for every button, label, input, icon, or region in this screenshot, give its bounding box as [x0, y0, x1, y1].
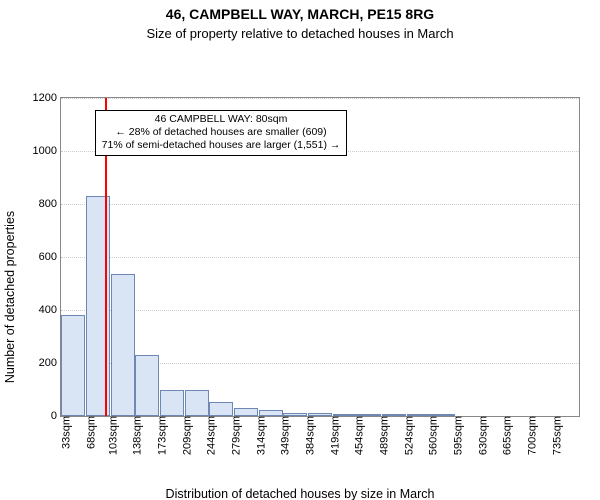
histogram-bar	[234, 408, 258, 416]
annotation-box: 46 CAMPBELL WAY: 80sqm ← 28% of detached…	[95, 110, 348, 155]
x-tick-label: 349sqm	[276, 416, 292, 455]
x-tick-label: 314sqm	[251, 416, 267, 455]
x-axis-label: Distribution of detached houses by size …	[0, 487, 600, 500]
y-tick-label: 200	[39, 357, 61, 369]
x-tick-label: 209sqm	[177, 416, 193, 455]
x-tick-label: 630sqm	[473, 416, 489, 455]
x-tick-label: 489sqm	[374, 416, 390, 455]
annotation-line2: ← 28% of detached houses are smaller (60…	[102, 126, 341, 139]
gridline	[61, 98, 579, 99]
histogram-bar	[185, 390, 209, 415]
x-tick-label: 279sqm	[226, 416, 242, 455]
y-tick-label: 1000	[33, 145, 61, 157]
gridline	[61, 257, 579, 258]
histogram-bar	[135, 355, 159, 416]
histogram-bar	[61, 315, 85, 416]
gridline	[61, 204, 579, 205]
histogram-bar	[209, 402, 233, 415]
histogram-bar	[259, 410, 283, 415]
x-tick-label: 454sqm	[350, 416, 366, 455]
gridline	[61, 310, 579, 311]
x-tick-label: 384sqm	[300, 416, 316, 455]
x-tick-label: 173sqm	[152, 416, 168, 455]
x-tick-label: 103sqm	[103, 416, 119, 455]
x-tick-label: 419sqm	[325, 416, 341, 455]
y-tick-label: 600	[39, 251, 61, 263]
x-tick-label: 33sqm	[57, 416, 73, 449]
x-tick-label: 665sqm	[498, 416, 514, 455]
histogram-bar	[111, 274, 135, 416]
y-tick-label: 400	[39, 304, 61, 316]
y-axis-label: Number of detached properties	[3, 210, 17, 382]
x-tick-label: 138sqm	[128, 416, 144, 455]
plot-area: 46 CAMPBELL WAY: 80sqm ← 28% of detached…	[60, 97, 580, 417]
annotation-line3: 71% of semi-detached houses are larger (…	[102, 139, 341, 152]
y-tick-label: 1200	[33, 92, 61, 104]
x-tick-label: 595sqm	[448, 416, 464, 455]
page-subtitle: Size of property relative to detached ho…	[0, 26, 600, 41]
x-tick-label: 735sqm	[547, 416, 563, 455]
annotation-line1: 46 CAMPBELL WAY: 80sqm	[102, 113, 341, 126]
x-tick-label: 524sqm	[399, 416, 415, 455]
x-tick-label: 560sqm	[424, 416, 440, 455]
x-tick-label: 700sqm	[522, 416, 538, 455]
page-title: 46, CAMPBELL WAY, MARCH, PE15 8RG	[0, 6, 600, 24]
chart-container: Number of detached properties 46 CAMPBEL…	[0, 47, 600, 500]
histogram-bar	[160, 390, 184, 415]
y-tick-label: 800	[39, 198, 61, 210]
x-tick-label: 244sqm	[202, 416, 218, 455]
x-tick-label: 68sqm	[81, 416, 97, 449]
